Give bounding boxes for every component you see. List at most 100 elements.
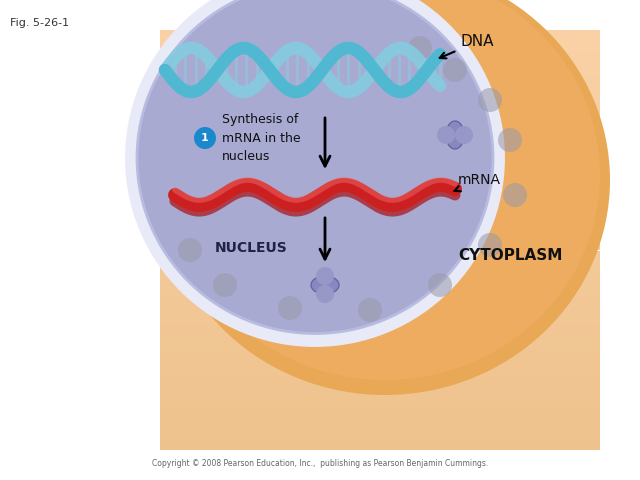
Circle shape bbox=[213, 273, 237, 297]
Bar bbox=[160, 98, 600, 104]
Bar bbox=[160, 219, 600, 224]
Bar bbox=[160, 46, 600, 51]
Bar bbox=[160, 172, 600, 177]
Bar bbox=[160, 445, 600, 450]
Text: Copyright © 2008 Pearson Education, Inc.,  publishing as Pearson Benjamin Cummin: Copyright © 2008 Pearson Education, Inc.… bbox=[152, 459, 488, 468]
Bar bbox=[160, 214, 600, 219]
Bar bbox=[160, 104, 600, 109]
Text: Fig. 5-26-1: Fig. 5-26-1 bbox=[10, 18, 69, 28]
Bar bbox=[160, 292, 600, 298]
Bar bbox=[160, 382, 600, 387]
Bar bbox=[160, 287, 600, 292]
Bar bbox=[160, 408, 600, 413]
Ellipse shape bbox=[311, 276, 339, 294]
Bar bbox=[160, 324, 600, 329]
Bar bbox=[160, 308, 600, 313]
Bar bbox=[160, 167, 600, 172]
Bar bbox=[160, 235, 600, 240]
Bar bbox=[160, 188, 600, 193]
Bar bbox=[160, 67, 600, 72]
Bar bbox=[160, 208, 600, 214]
Bar bbox=[160, 277, 600, 282]
Bar bbox=[160, 303, 600, 308]
Bar bbox=[160, 83, 600, 88]
Bar bbox=[160, 387, 600, 392]
Bar bbox=[160, 88, 600, 93]
Bar bbox=[160, 397, 600, 403]
Bar bbox=[160, 35, 600, 40]
Text: DNA: DNA bbox=[440, 35, 493, 59]
Bar bbox=[160, 72, 600, 77]
Bar bbox=[160, 145, 600, 151]
Bar bbox=[160, 30, 600, 35]
Circle shape bbox=[358, 298, 382, 322]
Bar bbox=[160, 114, 600, 119]
Bar bbox=[160, 272, 600, 277]
Bar bbox=[160, 240, 600, 245]
Bar bbox=[160, 282, 600, 287]
Circle shape bbox=[316, 267, 334, 285]
Ellipse shape bbox=[170, 0, 600, 380]
Bar bbox=[160, 51, 600, 56]
Bar bbox=[160, 319, 600, 324]
Circle shape bbox=[428, 273, 452, 297]
Circle shape bbox=[178, 238, 202, 262]
Bar bbox=[160, 424, 600, 429]
Bar bbox=[160, 256, 600, 261]
Text: mRNA: mRNA bbox=[454, 173, 501, 191]
Bar bbox=[160, 434, 600, 440]
Ellipse shape bbox=[137, 0, 493, 334]
Bar bbox=[160, 193, 600, 198]
Bar bbox=[160, 135, 600, 140]
Bar bbox=[160, 177, 600, 182]
Circle shape bbox=[498, 128, 522, 152]
Bar bbox=[160, 376, 600, 382]
Bar bbox=[160, 345, 600, 350]
Bar bbox=[160, 161, 600, 167]
Bar bbox=[160, 77, 600, 83]
Bar bbox=[160, 298, 600, 303]
Bar bbox=[160, 366, 600, 371]
Text: 1: 1 bbox=[201, 133, 209, 143]
Bar bbox=[160, 419, 600, 424]
Bar bbox=[160, 361, 600, 366]
Bar bbox=[160, 151, 600, 156]
Bar bbox=[160, 440, 600, 445]
Bar bbox=[160, 429, 600, 434]
Bar bbox=[160, 224, 600, 229]
Circle shape bbox=[503, 183, 527, 207]
Ellipse shape bbox=[160, 0, 610, 395]
Bar bbox=[160, 350, 600, 356]
Bar bbox=[160, 371, 600, 376]
Bar bbox=[160, 119, 600, 124]
Ellipse shape bbox=[446, 121, 464, 149]
Text: CYTOPLASM: CYTOPLASM bbox=[458, 248, 562, 263]
Bar bbox=[160, 335, 600, 340]
Bar bbox=[160, 313, 600, 319]
Bar bbox=[160, 413, 600, 419]
Bar bbox=[160, 156, 600, 161]
Bar bbox=[160, 403, 600, 408]
Circle shape bbox=[408, 36, 432, 60]
Bar bbox=[160, 266, 600, 272]
Circle shape bbox=[443, 58, 467, 82]
Bar bbox=[160, 340, 600, 345]
Circle shape bbox=[278, 296, 302, 320]
Bar bbox=[160, 182, 600, 188]
Bar bbox=[160, 40, 600, 46]
Bar bbox=[160, 61, 600, 67]
Bar bbox=[160, 356, 600, 361]
Circle shape bbox=[194, 127, 216, 149]
Bar bbox=[160, 124, 600, 130]
Text: NUCLEUS: NUCLEUS bbox=[215, 241, 288, 255]
Circle shape bbox=[437, 126, 455, 144]
Bar bbox=[160, 198, 600, 203]
Circle shape bbox=[455, 126, 473, 144]
Circle shape bbox=[478, 88, 502, 112]
Bar bbox=[160, 392, 600, 397]
Bar bbox=[160, 229, 600, 235]
Text: Synthesis of
mRNA in the
nucleus: Synthesis of mRNA in the nucleus bbox=[222, 113, 301, 163]
Bar bbox=[160, 329, 600, 335]
Bar bbox=[160, 130, 600, 135]
Bar bbox=[160, 203, 600, 208]
